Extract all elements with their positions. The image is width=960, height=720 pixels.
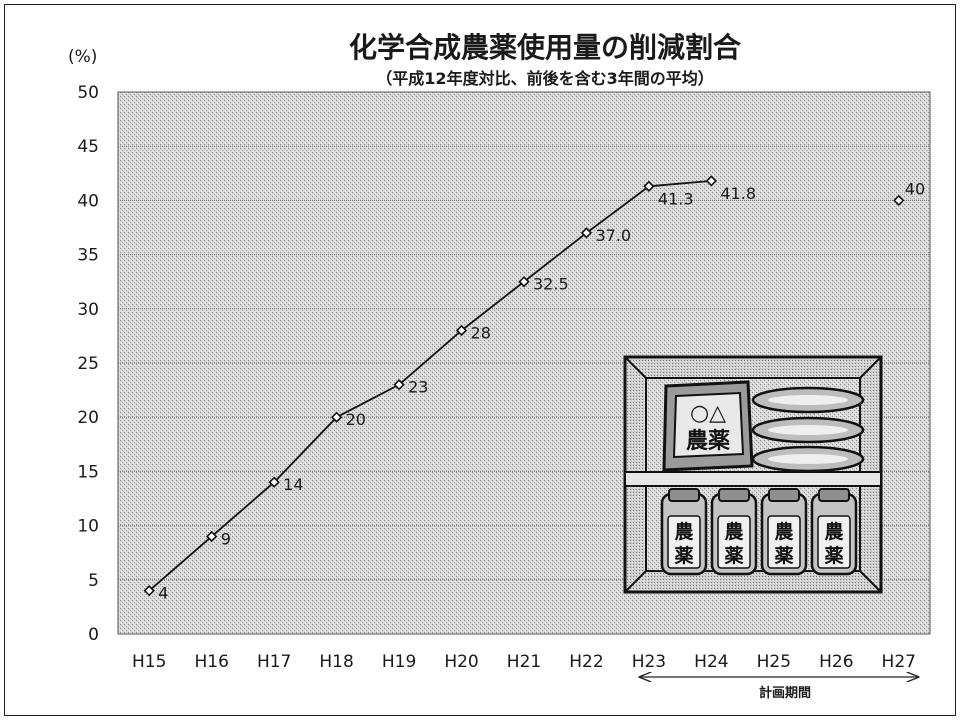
bag-label: 農薬: [686, 429, 730, 454]
bottle-label: 薬: [823, 544, 843, 567]
x-tick-label: H27: [882, 652, 916, 672]
x-tick-label: H22: [569, 652, 603, 672]
data-label: 20: [346, 410, 366, 429]
data-point: [143, 585, 155, 597]
x-tick-label: H25: [757, 652, 791, 672]
series-line: [148, 179, 712, 592]
pesticide-bottle: 農薬: [760, 488, 808, 576]
data-label: 9: [221, 529, 231, 548]
y-tick-label: 40: [77, 191, 99, 211]
chart-subtitle: （平成12年度対比、前後を含む3年間の平均）: [376, 69, 713, 88]
bottle-label: 農: [774, 521, 793, 543]
y-tick-label: 35: [77, 246, 99, 266]
data-label: 40: [905, 179, 925, 198]
data-point: [518, 276, 530, 288]
x-tick-label: H26: [819, 652, 853, 672]
y-tick-label: 5: [88, 571, 99, 591]
x-tick-label: H15: [132, 652, 166, 672]
data-point: [580, 227, 593, 239]
data-label: 14: [283, 475, 303, 494]
x-tick-label: H19: [382, 652, 416, 672]
data-point: [393, 379, 405, 391]
pesticide-bottle: 農薬: [810, 488, 858, 576]
bottle-label: 農: [674, 521, 693, 543]
chart-title: 化学合成農薬使用量の削減割合: [349, 31, 742, 64]
x-axis-ticks: H15 H16 H17 H18 H19 H20 H21 H22 H23 H24 H25 H26 H27: [132, 652, 916, 672]
data-label: 4: [158, 584, 168, 603]
data-label: 23: [408, 378, 428, 397]
data-point: [643, 180, 655, 192]
y-tick-label: 50: [77, 83, 99, 103]
x-tick-label: H18: [319, 652, 353, 672]
data-point: [330, 411, 343, 423]
y-tick-label: 45: [77, 137, 99, 157]
x-tick-label: H21: [507, 652, 541, 672]
data-point: [705, 175, 718, 187]
x-tick-label: H20: [444, 652, 478, 672]
data-label: 41.3: [658, 189, 694, 208]
x-tick-label: H24: [694, 652, 728, 672]
y-tick-label: 10: [77, 517, 99, 537]
data-point: [893, 194, 905, 207]
pesticide-bottle: 農薬: [710, 488, 758, 576]
x-tick-label: H16: [194, 652, 228, 672]
pesticide-bottle: 農薬: [660, 488, 708, 576]
data-point: [268, 476, 280, 488]
bottle-label: 薬: [773, 544, 793, 567]
data-label: 32.5: [533, 275, 569, 294]
data-label: 37.0: [595, 226, 631, 245]
y-axis-ticks: 0 5 10 15 20 25 30 35 40 45 50: [77, 83, 99, 645]
chart-frame: [4, 4, 956, 716]
bottle-label: 農: [724, 521, 743, 543]
y-axis-unit-label: (%): [68, 47, 97, 67]
pesticide-bag: ○△ 農薬: [662, 380, 754, 472]
y-tick-label: 0: [88, 625, 99, 645]
bottle-label: 薬: [673, 544, 693, 567]
y-tick-label: 30: [77, 300, 99, 320]
bottle-label: 農: [824, 521, 843, 543]
bottle-label: 薬: [723, 544, 743, 567]
data-series: 4 9 14 20 23 28 32.5 37.0 41.3 41.8 40: [143, 175, 925, 603]
x-tick-label: H17: [257, 652, 291, 672]
stacked-sacks: [751, 386, 865, 473]
data-point: [206, 530, 218, 543]
bag-symbols: ○△: [690, 401, 726, 426]
y-tick-label: 25: [77, 354, 99, 374]
data-point: [455, 324, 468, 337]
plan-period-label: 計画期間: [759, 685, 811, 701]
data-label: 28: [471, 323, 491, 342]
plan-period-annotation: 計画期間: [640, 677, 918, 701]
data-label: 41.8: [720, 184, 756, 203]
y-tick-label: 15: [77, 462, 99, 482]
y-tick-label: 20: [77, 408, 99, 428]
x-tick-label: H23: [632, 652, 666, 672]
